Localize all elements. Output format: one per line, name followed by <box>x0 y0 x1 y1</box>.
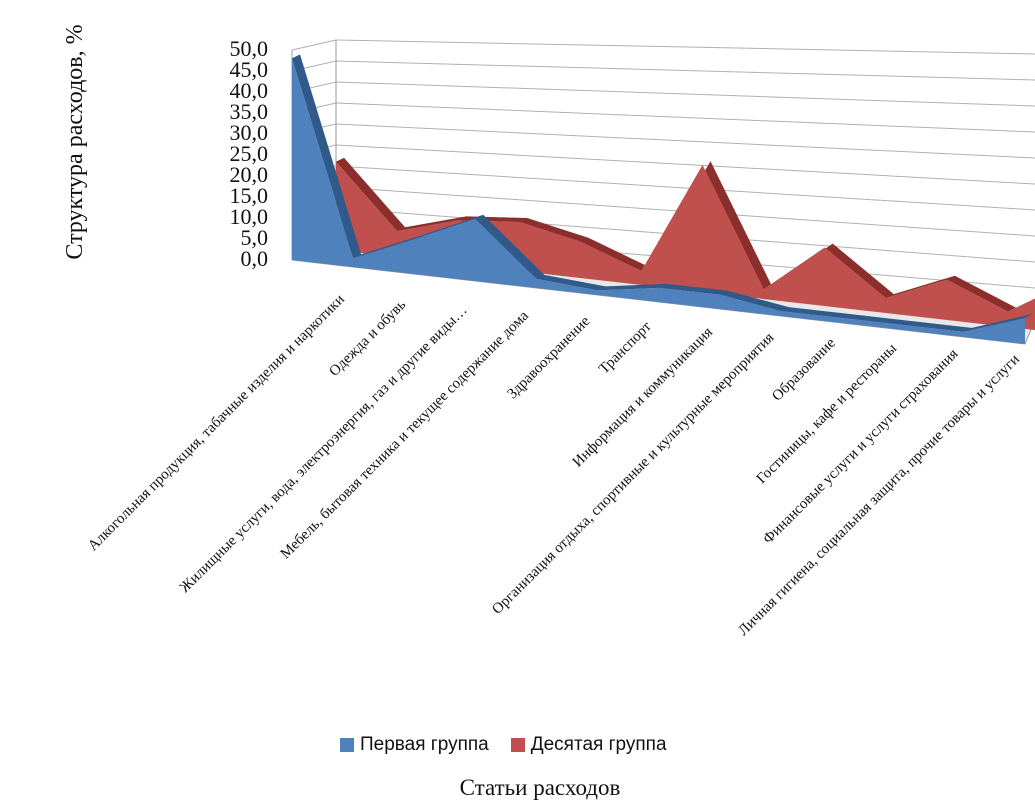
y-tick-label: 0,0 <box>241 246 269 271</box>
legend-label-first-group: Первая группа <box>360 734 489 755</box>
y-tick-label: 15,0 <box>230 183 269 208</box>
y-tick-label: 45,0 <box>230 57 269 82</box>
y-tick-label: 10,0 <box>230 204 269 229</box>
legend: Первая группа Десятая группа <box>340 734 667 756</box>
legend-swatch-first-group <box>340 738 354 752</box>
legend-item-first-group: Первая группа <box>340 734 489 756</box>
x-tick-label: Жилищные услуги, вода, электроэнергия, г… <box>177 302 471 596</box>
x-tick-label: Гостиницы, кафе и рестораны <box>754 341 900 487</box>
grid-line-back <box>335 39 1035 55</box>
grid-line-back <box>335 123 1035 159</box>
y-tick-label: 25,0 <box>230 141 269 166</box>
x-tick-label: Мебель, бытовая техника и текущее содерж… <box>278 308 533 563</box>
y-tick-label: 50,0 <box>230 36 269 61</box>
x-tick-label: Алкогольная продукция, табачные изделия … <box>85 292 348 555</box>
y-tick-label: 35,0 <box>230 99 269 124</box>
x-tick-label: Транспорт <box>596 318 655 377</box>
legend-item-tenth-group: Десятая группа <box>510 734 667 756</box>
chart-series <box>292 54 1035 345</box>
y-axis-ticks: 0,05,010,015,020,025,030,035,040,045,050… <box>230 36 269 271</box>
grid-line-back <box>335 60 1035 81</box>
grid-line-back <box>335 81 1035 107</box>
series-ridge-0 <box>336 157 1035 312</box>
y-tick-label: 5,0 <box>241 225 269 250</box>
x-tick-label: Образование <box>769 335 839 405</box>
y-tick-label: 20,0 <box>230 162 269 187</box>
series-area-0 <box>336 161 1035 331</box>
y-axis-label: Структура расходов, % <box>62 24 88 259</box>
x-axis-label: Статьи расходов <box>460 775 621 800</box>
legend-label-tenth-group: Десятая группа <box>530 734 667 755</box>
grid-line-back <box>335 144 1035 185</box>
legend-swatch-tenth-group <box>510 738 525 752</box>
grid-line-side <box>291 39 337 51</box>
grid-line-back <box>335 102 1035 133</box>
x-axis-ticks: Алкогольная продукция, табачные изделия … <box>85 292 1023 639</box>
grid-line-back <box>335 165 1035 211</box>
y-tick-label: 30,0 <box>230 120 269 145</box>
x-tick-label: Информация и коммуникация <box>570 324 716 470</box>
y-tick-label: 40,0 <box>230 78 269 103</box>
series-area-1 <box>292 58 1025 345</box>
